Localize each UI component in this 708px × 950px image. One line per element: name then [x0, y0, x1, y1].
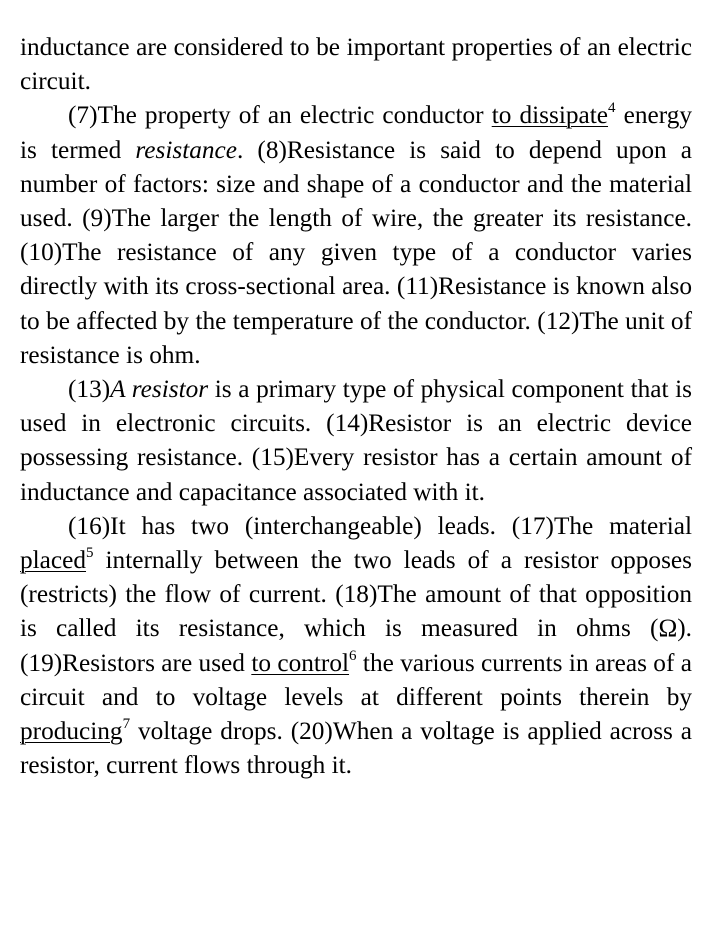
text-run: internally between the two leads of a re…: [20, 546, 692, 677]
underlined-term-to-dissipate: to dissipate: [491, 101, 609, 130]
text-run: the various currents in areas of a circu…: [20, 648, 692, 711]
document-page: inductance are considered to be importan…: [20, 30, 692, 782]
underlined-term-producing: producing: [20, 717, 123, 746]
text-run: (13): [68, 375, 111, 404]
paragraph-continuation: inductance are considered to be importan…: [20, 30, 692, 98]
text-run: voltage drops. (20)When a voltage is app…: [20, 717, 692, 780]
paragraph-resistance-definition: (7)The property of an electric conductor…: [20, 98, 692, 372]
text-run: inductance are considered to be importan…: [20, 33, 692, 96]
italic-term-a-resistor: A resistor: [110, 375, 209, 404]
text-run: (7)The property of an electric conductor: [68, 101, 492, 130]
underlined-term-to-control: to control: [251, 648, 350, 677]
footnote-ref-7: 7: [122, 716, 131, 733]
text-run: . (8)Resistance is said to depend upon a…: [20, 135, 692, 369]
paragraph-resistor: (13)A resistor is a primary type of phys…: [20, 372, 692, 509]
text-run: energy is termed: [20, 101, 692, 164]
paragraph-leads: (16)It has two (interchangeable) leads. …: [20, 509, 692, 783]
text-run: (16)It has two (interchangeable) leads. …: [68, 511, 692, 540]
footnote-ref-6: 6: [349, 647, 357, 664]
footnote-ref-4: 4: [608, 100, 616, 117]
underlined-term-placed: placed: [20, 546, 87, 575]
text-run: is a primary type of physical component …: [20, 375, 692, 506]
italic-term-resistance: resistance: [135, 135, 237, 164]
footnote-ref-5: 5: [86, 545, 94, 562]
